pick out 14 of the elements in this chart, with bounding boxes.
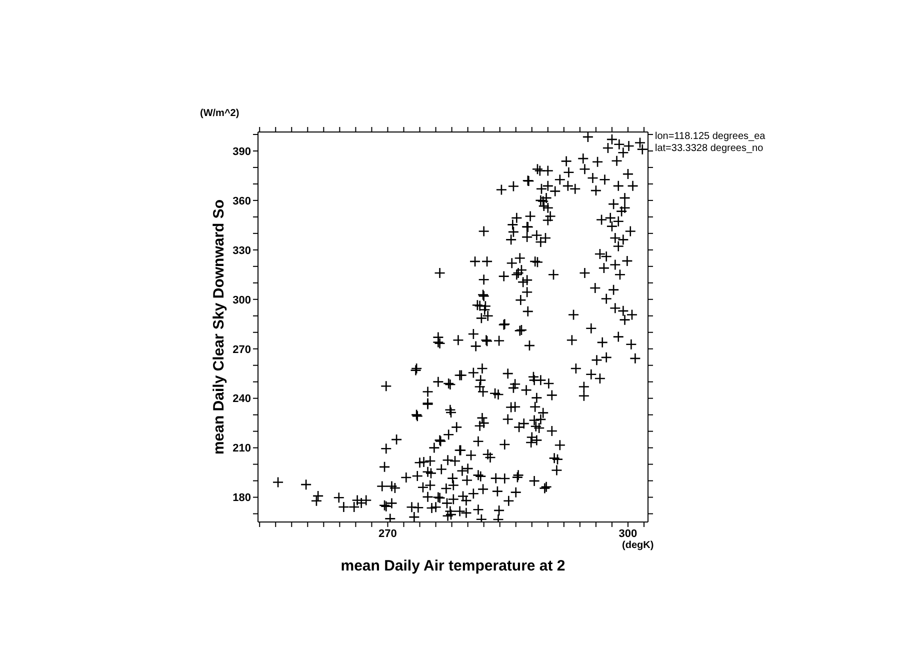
y-tick-label: 210 [232,442,251,455]
y-tick-label: 300 [232,294,251,306]
y-tick-label: 330 [232,244,251,257]
y-axis-title: mean Daily Clear Sky Downward So [210,199,228,455]
y-tick-label: 240 [232,393,251,406]
y-tick-label: 360 [232,195,251,208]
text: lat=33.3328 degrees_no [655,143,764,154]
y-tick-label: 270 [232,344,251,356]
x-axis-title: mean Daily Air temperature at 2 [340,558,566,574]
text: (degK) [622,540,654,551]
y-tick-label: 390 [232,146,251,158]
y-tick-label: 180 [232,492,251,504]
text: (W/m^2) [200,108,240,119]
text: lon=118.125 degrees_ea [655,131,766,142]
